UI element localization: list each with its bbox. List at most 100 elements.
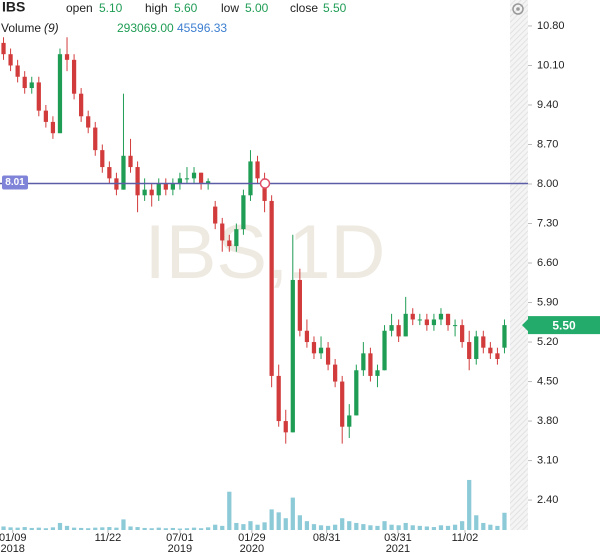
volume-bar [191, 527, 197, 530]
volume-bar [184, 528, 190, 530]
candle-body [255, 161, 260, 179]
candle-body [29, 82, 34, 89]
volume-bar [86, 528, 91, 530]
price-tag-label: 5.50 [552, 318, 576, 332]
volume-bar [495, 525, 500, 530]
candle-body [170, 184, 175, 190]
candle-body [234, 229, 239, 247]
volume-bar [474, 515, 479, 530]
legend-label: low [221, 1, 239, 15]
volume-bar [43, 528, 48, 530]
volume-bar [340, 518, 345, 530]
candle-body [389, 325, 394, 331]
volume-bar [375, 525, 380, 530]
candle-body [248, 161, 253, 196]
volume-bar [50, 527, 56, 530]
price-tag-arrow [522, 319, 528, 332]
candle-body [297, 279, 302, 331]
x-tick-label: 08/31 [313, 532, 341, 544]
y-tick-label: 3.10 [537, 454, 558, 466]
x-year-label: 2018 [0, 543, 24, 555]
volume-bar [354, 522, 359, 530]
volume-bar [502, 512, 507, 530]
volume-bar [368, 525, 373, 530]
price-tag [528, 316, 600, 335]
candle-body [79, 93, 84, 117]
volume-bar [128, 526, 133, 530]
candle-body [227, 240, 232, 247]
candle-body [184, 178, 190, 180]
volume-bar [361, 524, 366, 530]
volume-bar [36, 527, 41, 530]
candle-body [304, 330, 310, 343]
y-tick-label: 5.90 [537, 296, 558, 308]
candle-body [220, 223, 225, 241]
volume-bar [248, 521, 253, 530]
candle-body [135, 167, 140, 196]
watermark: IBS,1D [145, 210, 386, 295]
candle-body [502, 325, 507, 348]
legend-value: 5.50 [323, 1, 347, 15]
volume-bar [100, 527, 105, 530]
candle-body [325, 347, 331, 365]
volume-bar [8, 527, 13, 530]
volume-bar [410, 525, 415, 530]
volume-bar [311, 524, 317, 530]
x-year-label: 2019 [168, 543, 192, 555]
candle-body [354, 370, 359, 416]
volume-period: (9) [44, 21, 59, 35]
volume-bar [29, 527, 34, 530]
candle-body [460, 325, 465, 343]
volume-bar [269, 509, 274, 530]
y-tick-label: 10.10 [537, 59, 565, 71]
volume-bar [333, 524, 338, 530]
x-tick-label: 11/22 [95, 532, 122, 544]
candle-body [467, 342, 472, 359]
hline-label: 8.01 [5, 177, 25, 188]
candle-body [262, 178, 267, 201]
future-area [510, 0, 528, 530]
volume-bar [135, 527, 140, 530]
candle-body [396, 325, 401, 337]
volume-bar [149, 528, 154, 530]
legend-value: 5.10 [99, 1, 123, 15]
volume-bar [304, 521, 310, 530]
candle-body [361, 353, 366, 371]
candle-body [481, 336, 486, 348]
volume-bar [142, 527, 147, 530]
legend-label: high [145, 1, 168, 15]
volume-bar [170, 527, 175, 530]
volume-bar [121, 519, 126, 530]
y-tick-label: 5.20 [537, 336, 558, 348]
candle-body [142, 189, 147, 196]
volume-bar [347, 521, 352, 530]
volume-bar [481, 522, 486, 530]
candle-body [22, 76, 27, 89]
candle-body [149, 189, 154, 196]
volume-bar [107, 527, 112, 530]
candle-body [156, 184, 161, 196]
volume-bar [283, 518, 288, 530]
candle-body [198, 172, 204, 185]
volume-bar [241, 524, 246, 530]
volume-bar [396, 525, 401, 530]
volume-bar [445, 525, 451, 530]
candle-body [452, 325, 458, 327]
candle-body [495, 353, 500, 359]
volume-bar [297, 515, 302, 530]
volume-bar [467, 479, 472, 530]
candle-body [375, 370, 380, 376]
candle-body [93, 127, 98, 151]
candle-body [64, 54, 70, 60]
y-tick-label: 2.40 [537, 494, 558, 506]
volume-bar [417, 525, 422, 530]
candle-body [177, 178, 183, 185]
candle-body [269, 200, 274, 376]
candle-body [340, 381, 345, 427]
volume-value: 293069.00 [117, 21, 174, 35]
x-year-label: 2021 [386, 543, 410, 555]
volume-bar [156, 527, 161, 530]
settings-icon[interactable] [512, 3, 524, 15]
candle-body [417, 319, 422, 321]
volume-bar [198, 528, 204, 530]
